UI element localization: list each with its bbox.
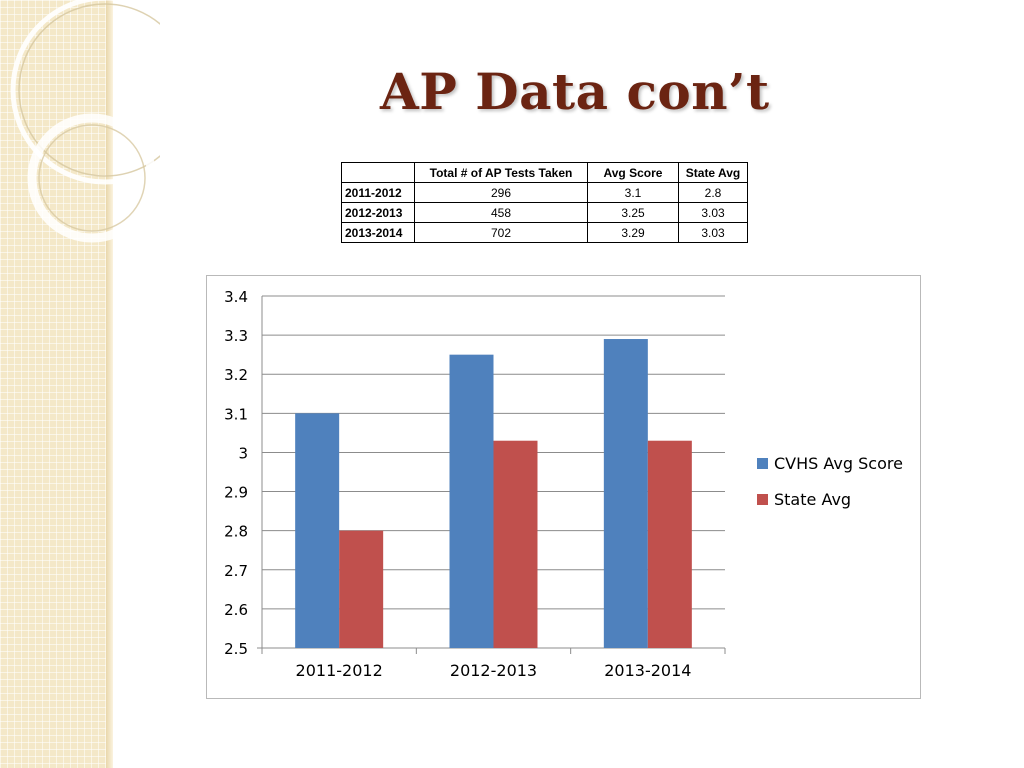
side-strip-edge — [106, 0, 113, 768]
y-tick-label: 2.9 — [224, 484, 248, 502]
table-header-corner — [341, 162, 415, 183]
table-row: 2011-2012 296 3.1 2.8 — [341, 182, 748, 203]
table-cell-total: 702 — [414, 222, 588, 243]
table-cell-state: 2.8 — [678, 182, 748, 203]
x-tick-label: 2013-2014 — [604, 661, 691, 680]
table-cell-total: 296 — [414, 182, 588, 203]
y-tick-label: 3.1 — [224, 405, 248, 423]
ap-data-table: Total # of AP Tests Taken Avg Score Stat… — [341, 162, 748, 243]
x-tick-label: 2012-2013 — [450, 661, 537, 680]
table-cell-state: 3.03 — [678, 202, 748, 223]
bar — [603, 339, 648, 648]
table-cell-avg: 3.1 — [587, 182, 679, 203]
y-tick-label: 3.2 — [224, 366, 248, 384]
bar — [295, 413, 340, 648]
table-cell-state: 3.03 — [678, 222, 748, 243]
bar — [339, 530, 384, 648]
bar-chart: 2.5 2.6 2.7 2.8 2.9 3 3.1 3.2 3.3 3.4 2011-2012 201… — [224, 288, 903, 680]
legend-label: State Avg — [774, 490, 851, 509]
legend-swatch — [757, 494, 768, 505]
y-tick-label: 2.5 — [224, 640, 248, 658]
x-tick-label: 2011-2012 — [296, 661, 383, 680]
table-row-label: 2011-2012 — [341, 182, 415, 203]
slide-title: AP Data con’t — [380, 62, 770, 121]
table-header-total: Total # of AP Tests Taken — [414, 162, 588, 183]
table-header-row: Total # of AP Tests Taken Avg Score Stat… — [341, 162, 748, 183]
table-cell-avg: 3.25 — [587, 202, 679, 223]
table-row-label: 2012-2013 — [341, 202, 415, 223]
legend-swatch — [757, 458, 768, 469]
y-tick-label: 2.8 — [224, 523, 248, 541]
table-header-avg: Avg Score — [587, 162, 679, 183]
table-cell-total: 458 — [414, 202, 588, 223]
table-row: 2012-2013 458 3.25 3.03 — [341, 202, 748, 223]
y-tick-label: 2.6 — [224, 601, 248, 619]
bar — [493, 440, 538, 648]
table-cell-avg: 3.29 — [587, 222, 679, 243]
legend-label: CVHS Avg Score — [774, 454, 903, 473]
table-row-label: 2013-2014 — [341, 222, 415, 243]
table-header-state: State Avg — [678, 162, 748, 183]
y-tick-label: 3 — [238, 444, 248, 462]
table-row: 2013-2014 702 3.29 3.03 — [341, 222, 748, 243]
bar — [647, 440, 692, 648]
y-tick-label: 3.3 — [224, 327, 248, 345]
bar-chart-frame: 2.5 2.6 2.7 2.8 2.9 3 3.1 3.2 3.3 3.4 2011-2012 201… — [206, 275, 921, 699]
y-tick-label: 2.7 — [224, 562, 248, 580]
y-tick-label: 3.4 — [224, 288, 248, 306]
bar — [449, 354, 494, 648]
decorative-rings — [10, 0, 160, 243]
